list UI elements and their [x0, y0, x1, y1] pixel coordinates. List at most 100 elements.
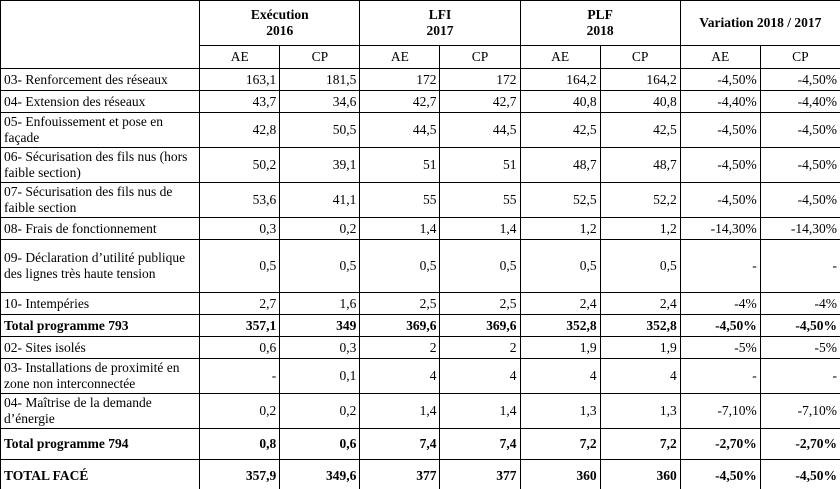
cell-value: -14,30% [759, 217, 840, 240]
row-label: 07- Sécurisation des fils nus de faible … [0, 182, 201, 218]
cell-value: -4,50% [759, 147, 840, 183]
cell-value: -4,50% [679, 314, 761, 337]
cell-value: 51 [439, 147, 521, 183]
cell-value: 52,2 [599, 182, 681, 218]
cell-value: -4,40% [759, 90, 840, 113]
cell-value: 0,5 [199, 239, 281, 293]
table-row: 02- Sites isolés 0,6 0,3 2 2 1,9 1,9 -5% -5% [0, 336, 840, 359]
cell-value: 41,1 [279, 182, 361, 218]
cell-value: - [759, 358, 840, 394]
cell-value: 0,6 [199, 336, 281, 359]
cell-value: 51 [359, 147, 441, 183]
row-label: TOTAL FACÉ [0, 459, 201, 489]
cell-value: 2 [359, 336, 441, 359]
row-label: 02- Sites isolés [0, 336, 201, 359]
row-label: 06- Sécurisation des fils nus (hors faib… [0, 147, 201, 183]
row-label: Total programme 793 [0, 314, 201, 337]
cell-value: 181,5 [279, 68, 361, 91]
group-header-row: Exécution 2016 LFI 2017 PLF 2018 Variati… [0, 0, 840, 69]
cell-value: 48,7 [519, 147, 601, 183]
row-label: 04- Maîtrise de la demande d’énergie [0, 393, 201, 429]
cell-value: 4 [519, 358, 601, 394]
col-group-variation-2018-2017: Variation 2018 / 2017 [679, 0, 840, 46]
cell-value: -2,70% [679, 428, 761, 460]
subheader-ae: AE [679, 45, 761, 69]
cell-value: - [679, 358, 761, 394]
cell-value: 2,5 [359, 292, 441, 315]
cell-value: 0,5 [439, 239, 521, 293]
cell-value: 1,3 [599, 393, 681, 429]
cell-value: 44,5 [359, 112, 441, 148]
cell-value: 42,5 [519, 112, 601, 148]
cell-value: -4% [679, 292, 761, 315]
cell-value: 53,6 [199, 182, 281, 218]
cell-value: 55 [439, 182, 521, 218]
cell-value: 369,6 [359, 314, 441, 337]
table-row: 04- Extension des réseaux 43,7 34,6 42,7 42,… [0, 90, 840, 113]
table-row: Total programme 794 0,8 0,6 7,4 7,4 7,2 7,2 -2,… [0, 428, 840, 460]
cell-value: 4 [359, 358, 441, 394]
cell-value: -4,50% [679, 182, 761, 218]
table-row: 03- Renforcement des réseaux 163,1 181,5 17… [0, 68, 840, 91]
corner-cell [0, 0, 201, 69]
cell-value: 0,2 [279, 217, 361, 240]
cell-value: 1,4 [359, 393, 441, 429]
cell-value: -4,50% [679, 112, 761, 148]
row-label: 03- Renforcement des réseaux [0, 68, 201, 91]
cell-value: 0,8 [199, 428, 281, 460]
cell-value: 1,6 [279, 292, 361, 315]
cell-value: 352,8 [519, 314, 601, 337]
cell-value: 172 [359, 68, 441, 91]
cell-value: -4,50% [759, 182, 840, 218]
subheader-ae: AE [199, 45, 281, 69]
cell-value: 42,5 [599, 112, 681, 148]
cell-value: 0,1 [279, 358, 361, 394]
subheader-cp: CP [599, 45, 681, 69]
cell-value: 0,2 [199, 393, 281, 429]
cell-value: 2,4 [599, 292, 681, 315]
table-row: 09- Déclaration d’utilité publique des l… [0, 239, 840, 293]
table-row: 04- Maîtrise de la demande d’énergie 0,2 0… [0, 393, 840, 429]
cell-value: -5% [679, 336, 761, 359]
cell-value: 377 [439, 459, 521, 489]
cell-value: 0,5 [519, 239, 601, 293]
cell-value: 164,2 [519, 68, 601, 91]
cell-value: 50,2 [199, 147, 281, 183]
subheader-ae: AE [359, 45, 441, 69]
row-label: Total programme 794 [0, 428, 201, 460]
cell-value: 7,4 [359, 428, 441, 460]
subheader-cp: CP [439, 45, 521, 69]
cell-value: - [199, 358, 281, 394]
subheader-cp: CP [279, 45, 361, 69]
subheader-cp: CP [759, 45, 840, 69]
group-label-line2: 2017 [426, 23, 454, 38]
cell-value: 7,2 [599, 428, 681, 460]
cell-value: 357,9 [199, 459, 281, 489]
cell-value: -4,50% [759, 68, 840, 91]
cell-value: 39,1 [279, 147, 361, 183]
cell-value: 1,2 [519, 217, 601, 240]
cell-value: 40,8 [599, 90, 681, 113]
cell-value: -7,10% [759, 393, 840, 429]
row-label: 08- Frais de fonctionnement [0, 217, 201, 240]
cell-value: 1,4 [439, 217, 521, 240]
col-group-execution-2016: Exécution 2016 [199, 0, 361, 46]
row-label: 10- Intempéries [0, 292, 201, 315]
group-label-line1: Variation 2018 / 2017 [699, 15, 822, 30]
cell-value: 164,2 [599, 68, 681, 91]
cell-value: 1,4 [359, 217, 441, 240]
cell-value: -7,10% [679, 393, 761, 429]
cell-value: 0,5 [279, 239, 361, 293]
cell-value: 43,7 [199, 90, 281, 113]
table-row: TOTAL FACÉ 357,9 349,6 377 377 360 360 -4,50% -4… [0, 459, 840, 489]
cell-value: 2,5 [439, 292, 521, 315]
cell-value: 0,6 [279, 428, 361, 460]
cell-value: -4% [759, 292, 840, 315]
cell-value: -4,50% [679, 147, 761, 183]
cell-value: -5% [759, 336, 840, 359]
sub-header-row: AE CP AE CP AE CP AE CP [1, 45, 840, 69]
cell-value: 1,2 [599, 217, 681, 240]
cell-value: 1,9 [599, 336, 681, 359]
table-row: 08- Frais de fonctionnement 0,3 0,2 1,4 1,4 1… [0, 217, 840, 240]
